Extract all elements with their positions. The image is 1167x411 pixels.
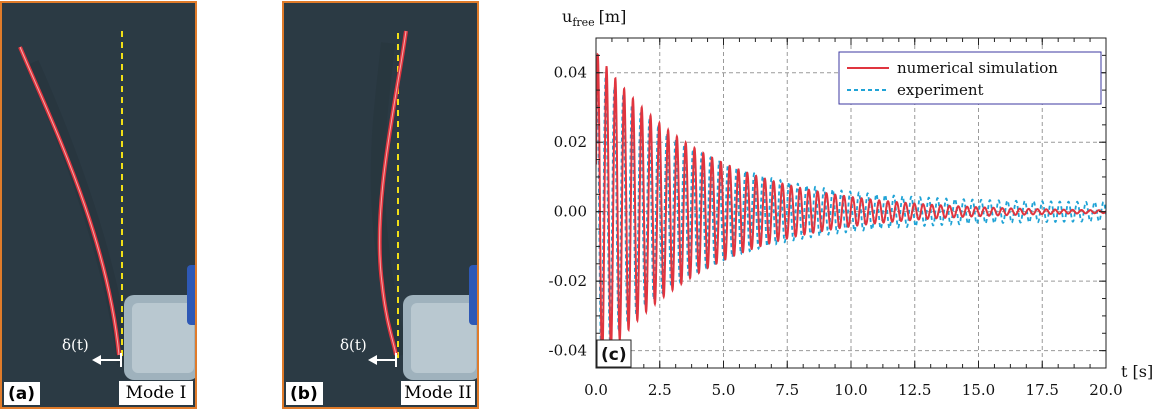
y-tick-label: -0.02: [549, 272, 587, 290]
beam-shadow: [370, 42, 409, 357]
free-end-displacement-chart: 0.0 2.5 5.0 7.5 10.0 12.5 15.0 17.5 20.0 -0.04 -0.…: [549, 7, 1154, 399]
beam-highlight: [19, 46, 120, 356]
panel-tag-b: (b): [286, 382, 323, 405]
photo-panel-mode-1: δ(t) (a) Mode I: [0, 1, 197, 409]
displacement-arrow-head: [368, 355, 377, 365]
panel-tag-c-box: [596, 339, 632, 368]
x-tick-label: 15.0: [962, 381, 995, 399]
displacement-label: δ(t): [340, 336, 367, 354]
legend: numerical simulation experiment: [838, 51, 1102, 105]
x-tick-label: 10.0: [834, 381, 867, 399]
x-tick-label: 12.5: [898, 381, 931, 399]
mode-label-1: Mode I: [119, 381, 193, 405]
y-axis-symbol: u: [562, 7, 572, 26]
series-layer: [596, 52, 1106, 364]
x-tick-label: 2.5: [648, 381, 672, 399]
displacement-arrow-head: [92, 355, 101, 365]
y-tick-label: 0.04: [554, 64, 587, 82]
series-line-simulation: [596, 52, 1106, 364]
ticks: 0.0 2.5 5.0 7.5 10.0 12.5 15.0 17.5 20.0 -0.04 -0.…: [549, 37, 1123, 399]
photo-panel-mode-2: δ(t) (b) Mode II: [282, 1, 479, 409]
clamp-knob: [187, 265, 195, 325]
beam-highlight: [379, 30, 407, 356]
photo-mode-1-illustration: [2, 3, 195, 407]
y-axis-title: ufree [m]: [562, 7, 626, 29]
legend-label-experiment: experiment: [897, 81, 984, 99]
clamp-knob: [469, 265, 477, 325]
y-tick-label: -0.04: [549, 342, 587, 360]
x-axis-title: t [s]: [1121, 362, 1153, 381]
x-tick-label: 0.0: [584, 381, 608, 399]
x-tick-label: 5.0: [712, 381, 736, 399]
clamp-motor-face: [132, 303, 194, 373]
y-tick-label: 0.00: [554, 203, 587, 221]
clamp-motor-face: [411, 303, 476, 373]
photo-mode-2-illustration: [284, 3, 477, 407]
x-tick-label: 7.5: [775, 381, 799, 399]
y-axis-unit: [m]: [599, 7, 627, 26]
panel-tag-a: (a): [4, 382, 41, 405]
displacement-label: δ(t): [62, 336, 89, 354]
panel-tag-c: (c): [596, 339, 632, 368]
y-axis-subscript: free: [572, 16, 594, 29]
panel-tag-c-label: (c): [601, 345, 627, 365]
legend-label-simulation: numerical simulation: [897, 59, 1058, 77]
mode-label-2: Mode II: [401, 381, 475, 405]
x-tick-label: 17.5: [1026, 381, 1059, 399]
y-tick-label: 0.02: [554, 133, 587, 151]
legend-box: [838, 51, 1102, 105]
beam-shadow: [25, 60, 131, 364]
chart-panel: 0.0 2.5 5.0 7.5 10.0 12.5 15.0 17.5 20.0 -0.04 -0.…: [520, 0, 1167, 411]
x-tick-label: 20.0: [1089, 381, 1122, 399]
